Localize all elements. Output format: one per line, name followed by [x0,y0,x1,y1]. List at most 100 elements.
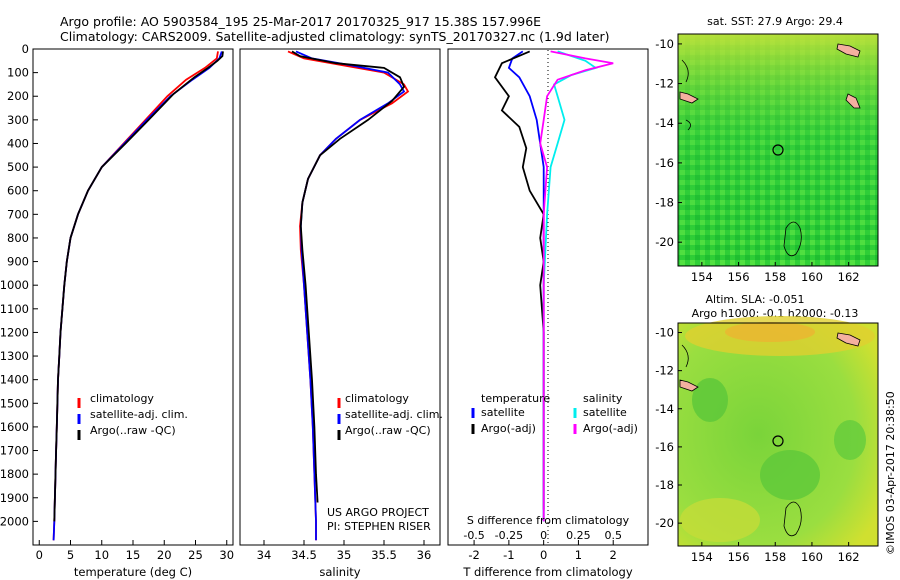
temperature-line-2 [53,51,224,522]
temperature-series [52,51,224,541]
sla-high-core [725,322,815,342]
sla-map-subtitle: Argo h1000: -0.1 h2000: -0.13 [692,307,859,320]
sla-profile-marker [772,435,784,447]
depth-ytick-label-2: 200 [7,89,29,103]
difference-x2label: S difference from climatology [467,514,630,527]
sst-land-island-west [679,91,699,104]
depth-ytick-label-16: 1600 [0,420,29,434]
sla-land [679,332,861,537]
salinity-x-ticks: 34 34.5 35 35.5 36 [257,540,431,562]
sla-land-island-north [836,332,861,347]
difference-x2tick-label-1: -0.25 [495,529,523,542]
sla-map-ytick-label-2: -14 [655,402,674,416]
sla-low-west [692,378,728,422]
sla-map-ytick-label-1: -12 [655,364,674,378]
sla-map-xtick-label-2: 158 [764,550,786,564]
salinity-xtick-label-0: 34 [257,548,272,562]
sla-map-x-ticks: 154 156 158 160 162 [691,542,860,564]
difference-x2tick-label-4: 0.5 [604,529,622,542]
salinity-legend-satellite: satellite-adj. clim. [345,408,443,421]
sla-map-frame [677,322,879,547]
project-annotation: US ARGO PROJECT [327,506,429,519]
sst-map-ytick-label-1: -12 [655,77,674,91]
salinity-legend: climatology satellite-adj. clim. Argo(..… [337,392,443,440]
sst-map-ytick-label-5: -20 [655,235,674,249]
difference-xlabel: T difference from climatology [462,565,633,579]
sst-map-xtick-label-1: 156 [728,270,750,284]
sla-map-xtick-label-0: 154 [691,550,713,564]
header-line-1: Argo profile: AO 5903584_195 25-Mar-2017… [60,14,541,29]
copyright-stamp: ©IMOS 03-Apr-2017 20:38:50 [884,391,897,555]
depth-ytick-label-10: 1000 [0,278,29,292]
difference-x2tick-label-0: -0.5 [463,529,484,542]
temperature-x-ticks: 0 5 10 15 20 25 30 [36,540,234,562]
sla-map-title: Altim. SLA: -0.051 [705,293,804,306]
depth-ytick-label-7: 700 [7,207,29,221]
sla-reef-contour [783,501,802,537]
difference-x-ticks: -2 -1 0 1 2 [468,540,617,562]
temperature-xtick-label-0: 0 [36,548,43,562]
temperature-xtick-label-4: 20 [157,548,172,562]
sla-low-mid [760,450,820,500]
sla-high-south [680,498,760,542]
depth-ytick-label-1: 100 [7,66,29,80]
sst-map-ytick-label-3: -16 [655,156,674,170]
sst-map-panel: sat. SST: 27.9 Argo: 29.4 154 156 158 160 16… [655,15,879,284]
difference-x2tick-label-2: 0 [540,529,547,542]
salinity-legend-climatology: climatology [345,392,409,405]
difference-line-3 [539,50,614,522]
temperature-xtick-label-3: 15 [126,548,141,562]
temperature-xtick-label-2: 10 [94,548,109,562]
difference-xtick-label-2: 0 [540,548,547,562]
difference-series [493,50,614,522]
sst-coast-contour [681,59,691,131]
depth-ytick-label-0: 0 [22,42,29,56]
difference-legend: temperature satellite Argo(-adj) salinit… [471,392,638,435]
sst-map-xtick-label-2: 158 [764,270,786,284]
difference-legend-title-salinity: salinity [583,392,623,405]
salinity-line-2 [291,50,406,503]
temperature-legend-satellite: satellite-adj. clim. [90,408,188,421]
temperature-xtick-label-1: 5 [67,548,74,562]
depth-ytick-label-15: 1500 [0,396,29,410]
sst-map-ytick-label-2: -14 [655,116,674,130]
sst-map-frame [677,33,879,267]
sla-map-xtick-label-4: 162 [838,550,860,564]
temperature-legend: climatology satellite-adj. clim. Argo(..… [77,392,188,440]
salinity-xlabel: salinity [319,565,360,579]
difference-xtick-label-3: 1 [575,548,582,562]
sst-profile-marker [772,144,784,156]
difference-legend-title-temperature: temperature [481,392,550,405]
depth-ytick-label-3: 300 [7,113,29,127]
difference-legend-s-argo: Argo(-adj) [583,422,638,435]
sla-low-east [834,420,866,460]
depth-ytick-label-13: 1300 [0,349,29,363]
difference-legend-t-satellite: satellite [481,406,525,419]
sla-map-panel: Altim. SLA: -0.051 Argo h1000: -0.1 h200… [655,293,879,564]
sst-map-ytick-label-4: -18 [655,196,674,210]
depth-ytick-label-14: 1400 [0,373,29,387]
depth-ytick-label-17: 1700 [0,444,29,458]
salinity-xtick-label-3: 35.5 [371,548,397,562]
sla-map-ytick-label-4: -18 [655,478,674,492]
sst-map-xtick-label-4: 162 [838,270,860,284]
salinity-legend-argo: Argo(..raw -QC) [345,424,431,437]
difference-xtick-label-0: -2 [468,548,479,562]
depth-ytick-label-18: 1800 [0,467,29,481]
sst-map-title: sat. SST: 27.9 Argo: 29.4 [707,15,843,28]
temperature-legend-climatology: climatology [90,392,154,405]
depth-ytick-label-20: 2000 [0,514,29,528]
salinity-panel: 34 34.5 35 35.5 36 salinity climatology sate… [239,48,443,579]
pi-annotation: PI: STEPHEN RISER [327,520,431,533]
temperature-legend-argo: Argo(..raw -QC) [90,424,176,437]
difference-xtick-label-4: 2 [610,548,617,562]
difference-line-2 [542,50,598,522]
difference-x2-ticks: -0.5 -0.25 0 0.25 0.5 [463,529,622,542]
sst-land-island-northeast [845,93,861,109]
salinity-series [287,50,410,541]
salinity-xtick-label-1: 34.5 [291,548,317,562]
depth-ytick-label-19: 1900 [0,491,29,505]
sla-map-ytick-label-0: -10 [655,326,674,340]
salinity-xtick-label-2: 35 [337,548,352,562]
